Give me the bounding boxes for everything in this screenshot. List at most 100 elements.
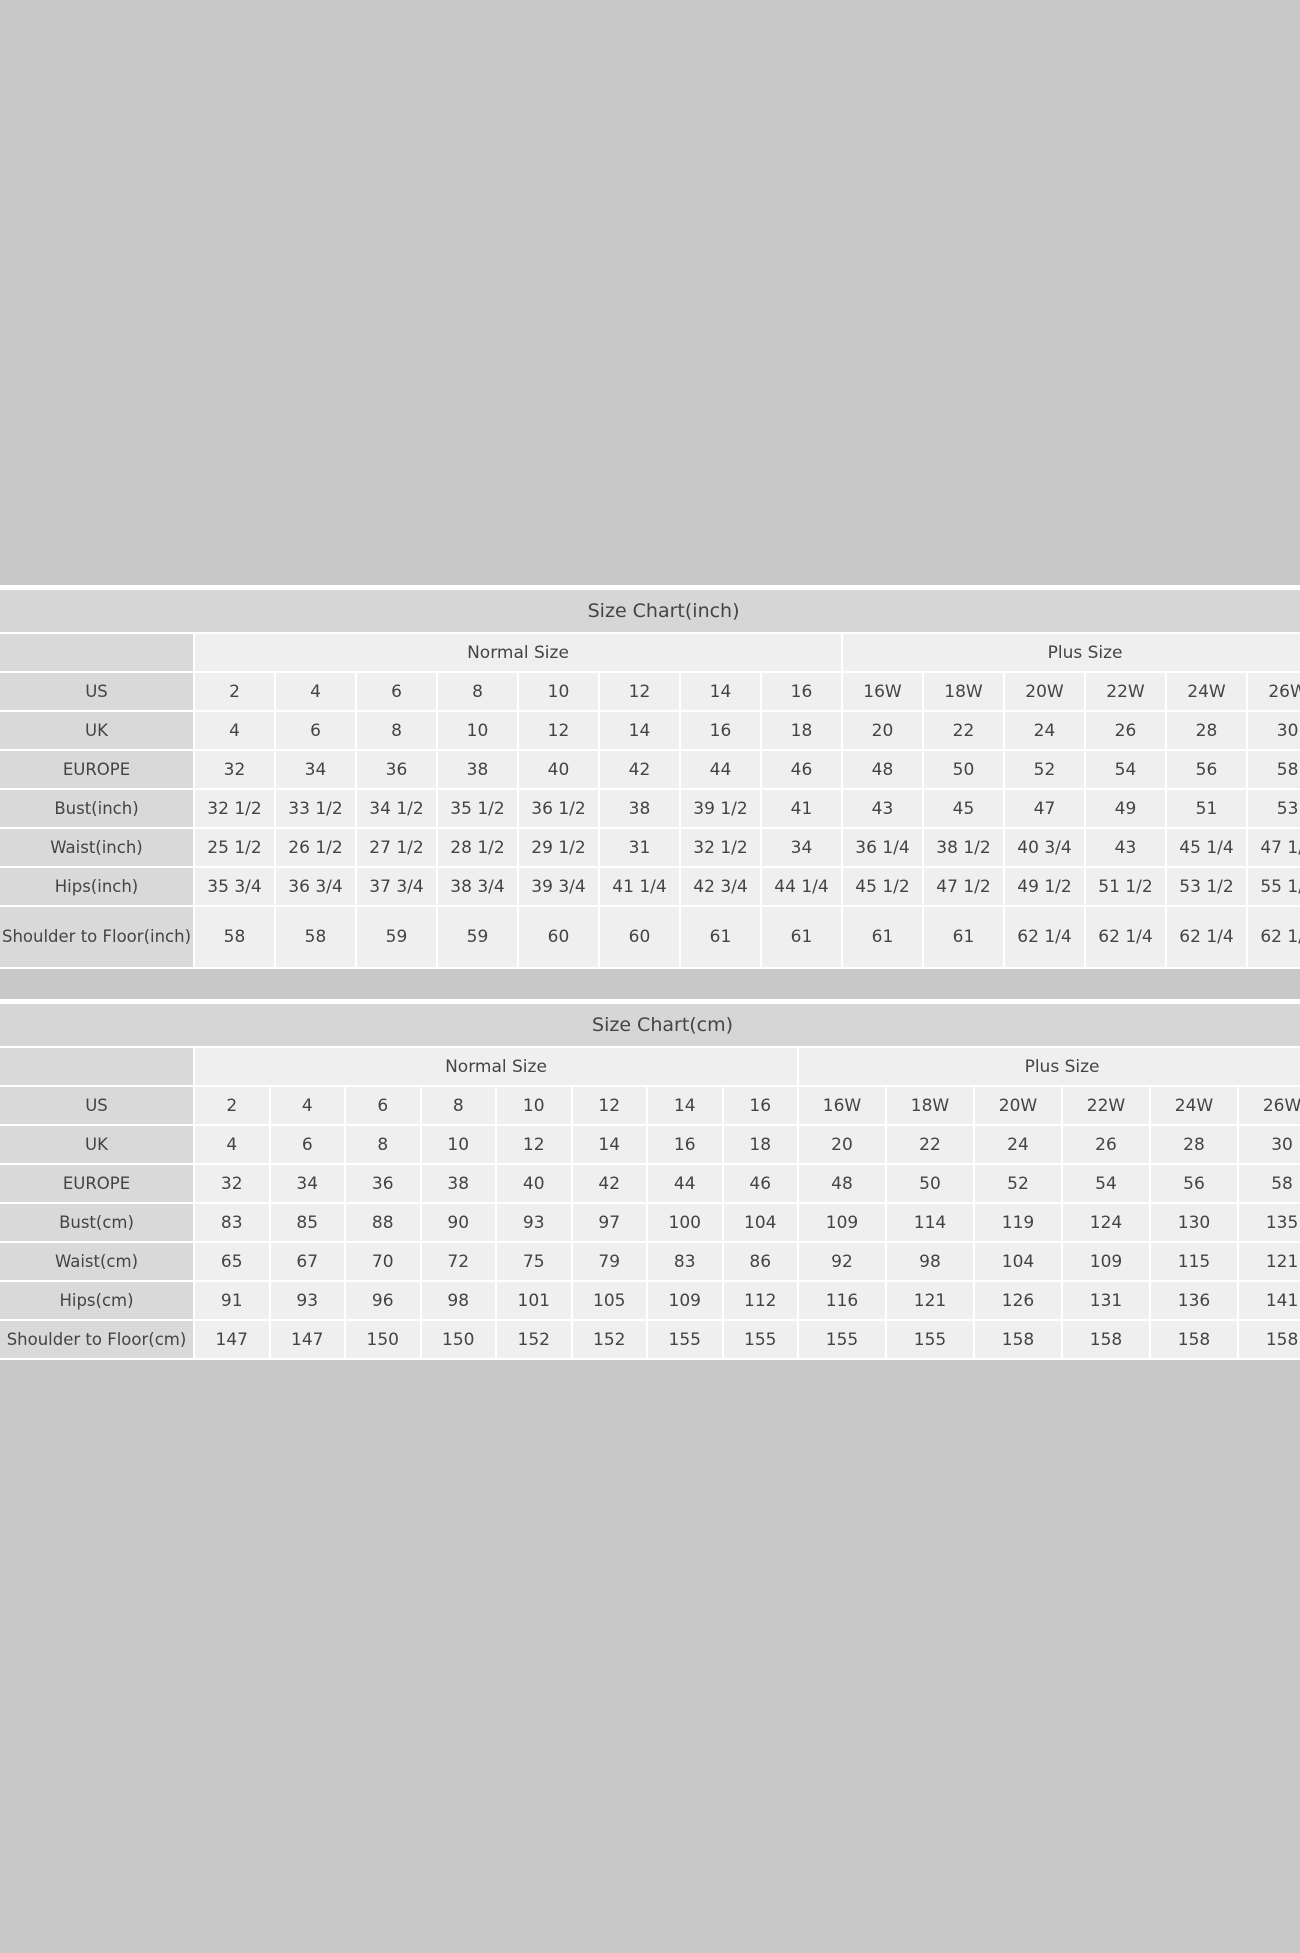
table-cell: 62 1/4 (1167, 907, 1246, 967)
table-cell: 22 (887, 1126, 973, 1163)
table-cell: 54 (1086, 751, 1165, 788)
table-cell: 61 (843, 907, 922, 967)
table-cell: 116 (799, 1282, 885, 1319)
table-cell: 28 1/2 (438, 829, 517, 866)
table-cell: 41 (762, 790, 841, 827)
table-cell: 24W (1167, 673, 1246, 710)
table-cell: 49 1/2 (1005, 868, 1084, 905)
table-cell: 38 (421, 1165, 495, 1202)
table-cell: 39 3/4 (519, 868, 598, 905)
table-cell: 40 (497, 1165, 571, 1202)
table-cell: 158 (975, 1321, 1061, 1358)
row-label: Shoulder to Floor(cm) (0, 1321, 193, 1358)
table-cell: 10 (438, 712, 517, 749)
table-cell: 88 (346, 1204, 420, 1241)
size-chart-cm: Size Chart(cm) Normal Size Plus Size US 2 4 6 8… (0, 999, 1300, 1360)
table-cell: 59 (438, 907, 517, 967)
table-cell: 58 (276, 907, 355, 967)
table-row: US 2 4 6 8 10 12 14 16 16W 18W 20W 22W 24W 26W (0, 673, 1300, 710)
group-plus-size: Plus Size (799, 1048, 1300, 1085)
row-label: Hips(inch) (0, 868, 193, 905)
table-cell: 4 (195, 712, 274, 749)
table-cell: 40 3/4 (1005, 829, 1084, 866)
table-cell: 112 (723, 1282, 797, 1319)
table-cell: 8 (346, 1126, 420, 1163)
table-cell: 38 (600, 790, 679, 827)
table-cell: 51 (1167, 790, 1246, 827)
table-cell: 61 (924, 907, 1003, 967)
table-row: Shoulder to Floor(cm) 147 147 150 150 152 152 1… (0, 1321, 1300, 1358)
table-cell: 16W (843, 673, 922, 710)
table-cell: 10 (519, 673, 598, 710)
table-cell: 16 (723, 1087, 797, 1124)
table-cell: 6 (276, 712, 355, 749)
table-cell: 47 1/2 (1248, 829, 1300, 866)
table-cell: 158 (1151, 1321, 1237, 1358)
table-cell: 28 (1167, 712, 1246, 749)
table-cell: 32 1/2 (195, 790, 274, 827)
table-cell: 6 (270, 1126, 344, 1163)
table-cell: 150 (346, 1321, 420, 1358)
table-cell: 6 (346, 1087, 420, 1124)
table-cell: 33 1/2 (276, 790, 355, 827)
table-cell: 35 1/2 (438, 790, 517, 827)
table-cell: 114 (887, 1204, 973, 1241)
table-cell: 22W (1063, 1087, 1149, 1124)
title-row: Size Chart(inch) (0, 590, 1300, 632)
table-cell: 58 (1239, 1165, 1300, 1202)
row-label: UK (0, 1126, 193, 1163)
table-row: Hips(cm) 91 93 96 98 101 105 109 112 116 121 126 131… (0, 1282, 1300, 1319)
table-cell: 18W (924, 673, 1003, 710)
table-cell: 109 (1063, 1243, 1149, 1280)
table-cell: 45 (924, 790, 1003, 827)
table-cell: 45 1/4 (1167, 829, 1246, 866)
table-cell: 121 (1239, 1243, 1300, 1280)
table-cell: 60 (519, 907, 598, 967)
table-cell: 24 (975, 1126, 1061, 1163)
table-cell: 14 (648, 1087, 722, 1124)
table-cell: 136 (1151, 1282, 1237, 1319)
table-cell: 51 1/2 (1086, 868, 1165, 905)
table-cell: 2 (195, 673, 274, 710)
table-cell: 104 (723, 1204, 797, 1241)
table-cell: 49 (1086, 790, 1165, 827)
table-cell: 93 (270, 1282, 344, 1319)
table-cell: 26 (1063, 1126, 1149, 1163)
table-cell: 4 (195, 1126, 269, 1163)
table-cell: 46 (723, 1165, 797, 1202)
table-cell: 58 (195, 907, 274, 967)
table-cell: 10 (497, 1087, 571, 1124)
row-label: Bust(cm) (0, 1204, 193, 1241)
table-cell: 32 (195, 751, 274, 788)
table-cell: 79 (572, 1243, 646, 1280)
row-label: EUROPE (0, 1165, 193, 1202)
table-cell: 36 1/2 (519, 790, 598, 827)
row-label: Hips(cm) (0, 1282, 193, 1319)
table-cell: 119 (975, 1204, 1061, 1241)
table-cell: 42 (572, 1165, 646, 1202)
table-cell: 155 (648, 1321, 722, 1358)
table-cell: 131 (1063, 1282, 1149, 1319)
table-cell: 105 (572, 1282, 646, 1319)
table-cell: 36 1/4 (843, 829, 922, 866)
group-normal-size: Normal Size (195, 1048, 797, 1085)
table-cell: 24 (1005, 712, 1084, 749)
table-cell: 45 1/2 (843, 868, 922, 905)
table-cell: 53 1/2 (1167, 868, 1246, 905)
table-cell: 62 1/4 (1086, 907, 1165, 967)
table-cell: 36 (357, 751, 436, 788)
table-cell: 59 (357, 907, 436, 967)
table-cell: 50 (924, 751, 1003, 788)
table-cell: 25 1/2 (195, 829, 274, 866)
table-cell: 150 (421, 1321, 495, 1358)
table-cell: 31 (600, 829, 679, 866)
table-cell: 52 (1005, 751, 1084, 788)
table-cell: 20W (975, 1087, 1061, 1124)
table-cell: 60 (600, 907, 679, 967)
table-cell: 75 (497, 1243, 571, 1280)
table-row: EUROPE 32 34 36 38 40 42 44 46 48 50 52 54 56 58 (0, 751, 1300, 788)
table-cell: 30 (1248, 712, 1300, 749)
table-cell: 61 (762, 907, 841, 967)
group-normal-size: Normal Size (195, 634, 841, 671)
table-cell: 62 1/4 (1248, 907, 1300, 967)
